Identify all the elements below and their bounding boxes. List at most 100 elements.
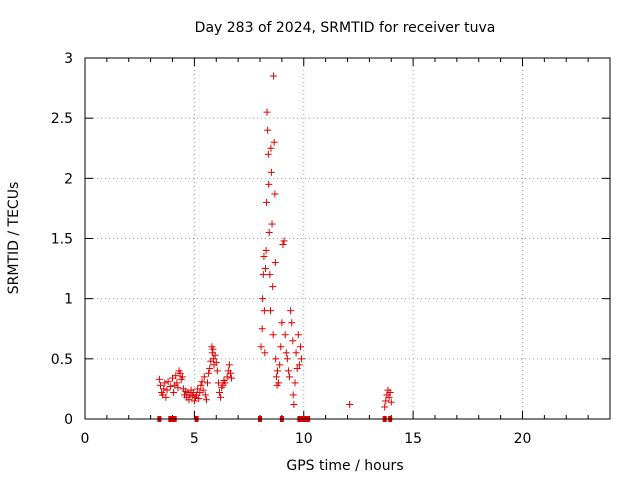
data-point [298, 355, 306, 363]
data-point [213, 367, 221, 375]
data-point [267, 168, 275, 176]
data-point [272, 355, 280, 363]
data-point [214, 379, 222, 387]
data-point [289, 337, 297, 345]
y-tick-label: 0 [64, 412, 73, 428]
y-tick-label: 2 [64, 171, 73, 187]
data-point [202, 396, 210, 404]
data-point [225, 361, 233, 369]
x-axis-label: GPS time / hours [286, 458, 403, 474]
data-point [278, 319, 286, 327]
data-point [387, 398, 395, 406]
data-point [204, 379, 211, 387]
data-point [386, 389, 394, 397]
data-point [201, 391, 209, 399]
data-point [292, 349, 300, 357]
x-tick-label: 15 [404, 431, 422, 447]
data-point [260, 307, 268, 315]
data-point [282, 349, 290, 357]
y-tick-label: 3 [64, 51, 73, 67]
data-point [209, 345, 217, 353]
data-point [271, 190, 279, 198]
data-point [274, 367, 281, 375]
data-points [155, 72, 395, 422]
data-point [195, 395, 203, 403]
data-point [228, 374, 236, 382]
data-point [295, 361, 303, 369]
data-point [385, 393, 393, 401]
axis-ticks: 0 0.5 1 1.5 2 2.5 3 0 5 10 15 20 [51, 51, 610, 447]
data-point [267, 307, 274, 315]
data-point [270, 138, 278, 146]
gridlines [85, 58, 610, 419]
data-point [294, 331, 302, 339]
data-point [259, 271, 267, 279]
data-point [185, 396, 193, 404]
data-point [272, 373, 280, 381]
data-point [164, 378, 172, 386]
data-point [283, 355, 291, 363]
data-point [211, 351, 219, 359]
y-tick-label: 1.5 [51, 232, 73, 248]
x-tick-label: 20 [514, 431, 532, 447]
data-point [268, 220, 276, 228]
data-point [205, 369, 213, 377]
data-point [174, 384, 182, 392]
y-tick-label: 0.5 [51, 352, 73, 368]
data-point [280, 237, 288, 245]
data-point [194, 385, 202, 393]
data-point [264, 150, 272, 158]
data-point [172, 372, 180, 380]
data-point [266, 271, 274, 279]
data-point [265, 228, 273, 236]
data-point [346, 401, 354, 409]
data-point [221, 379, 229, 387]
data-point [269, 283, 277, 291]
data-point [166, 383, 174, 391]
x-tick-label: 10 [295, 431, 313, 447]
data-point [291, 379, 299, 387]
data-point [277, 343, 285, 351]
x-tick-label: 5 [190, 431, 199, 447]
data-point [287, 307, 295, 315]
chart-title: Day 283 of 2024, SRMTID for receiver tuv… [195, 20, 496, 36]
data-point [173, 379, 181, 387]
x-tick-label: 0 [81, 431, 90, 447]
data-point [261, 349, 269, 357]
data-point [261, 265, 269, 273]
data-point [265, 180, 273, 188]
data-point [269, 331, 277, 339]
data-point [290, 401, 298, 409]
data-point [199, 386, 207, 394]
data-point [223, 373, 231, 381]
data-point [216, 389, 224, 397]
y-tick-label: 1 [64, 292, 73, 308]
data-point [188, 392, 196, 400]
data-point [170, 389, 178, 397]
data-point [197, 381, 205, 389]
data-point [270, 72, 278, 80]
data-point [155, 375, 163, 383]
data-point [284, 367, 292, 375]
data-point [206, 364, 214, 372]
data-point [260, 253, 268, 261]
data-point [279, 241, 287, 249]
plot-frame [84, 57, 611, 420]
data-point [381, 403, 389, 411]
data-point [289, 391, 297, 399]
data-point [178, 373, 186, 381]
data-point [382, 397, 390, 405]
data-point [275, 379, 283, 387]
data-point [263, 198, 271, 206]
data-point [271, 259, 279, 267]
data-point [262, 247, 270, 255]
data-point [257, 343, 265, 351]
data-point [212, 358, 220, 366]
data-point [160, 385, 168, 393]
data-point [288, 319, 296, 327]
data-point [258, 325, 266, 333]
data-point [161, 379, 169, 387]
data-point [286, 373, 294, 381]
data-point [259, 295, 267, 303]
